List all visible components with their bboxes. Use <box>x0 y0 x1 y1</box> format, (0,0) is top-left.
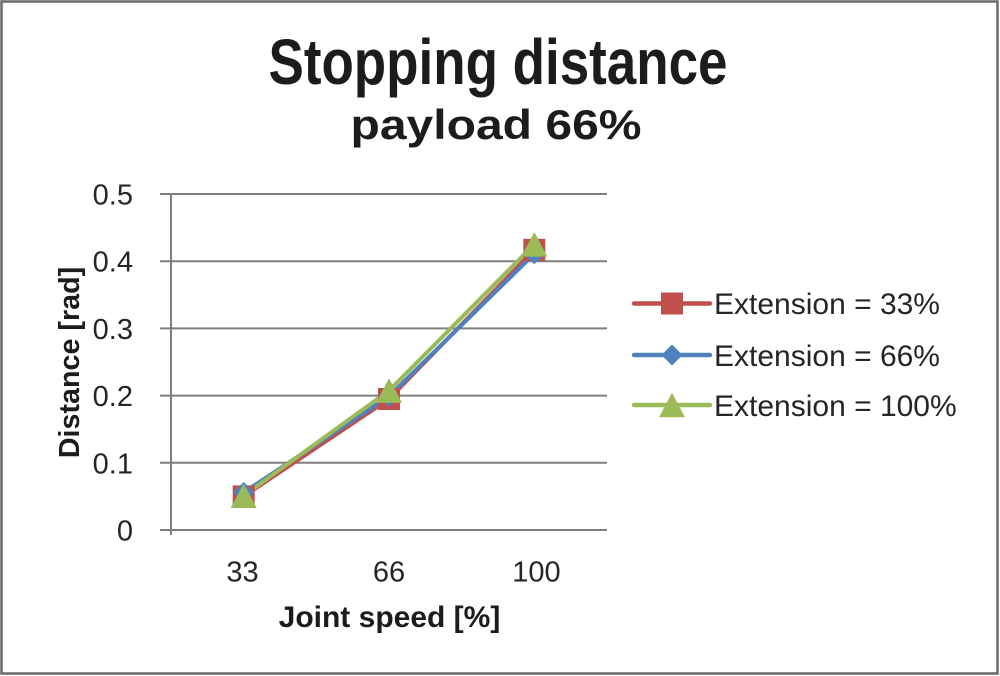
svg-text:0.3: 0.3 <box>93 314 133 346</box>
svg-text:payload 66%: payload 66% <box>351 101 642 148</box>
svg-text:0.4: 0.4 <box>93 247 133 279</box>
svg-text:Joint speed [%]: Joint speed [%] <box>279 601 501 634</box>
svg-text:33: 33 <box>226 557 258 589</box>
svg-text:0.5: 0.5 <box>93 180 133 212</box>
svg-text:Distance [rad]: Distance [rad] <box>54 267 86 458</box>
svg-text:0.1: 0.1 <box>93 448 133 480</box>
svg-text:Extension = 33%: Extension = 33% <box>714 288 940 321</box>
svg-text:0: 0 <box>117 516 133 548</box>
svg-text:Stopping distance: Stopping distance <box>269 26 728 98</box>
svg-text:66: 66 <box>373 557 405 589</box>
svg-text:Extension = 100%: Extension = 100% <box>714 390 957 423</box>
svg-text:0.2: 0.2 <box>93 381 133 413</box>
svg-text:Extension = 66%: Extension = 66% <box>714 340 940 373</box>
svg-text:100: 100 <box>512 557 560 589</box>
